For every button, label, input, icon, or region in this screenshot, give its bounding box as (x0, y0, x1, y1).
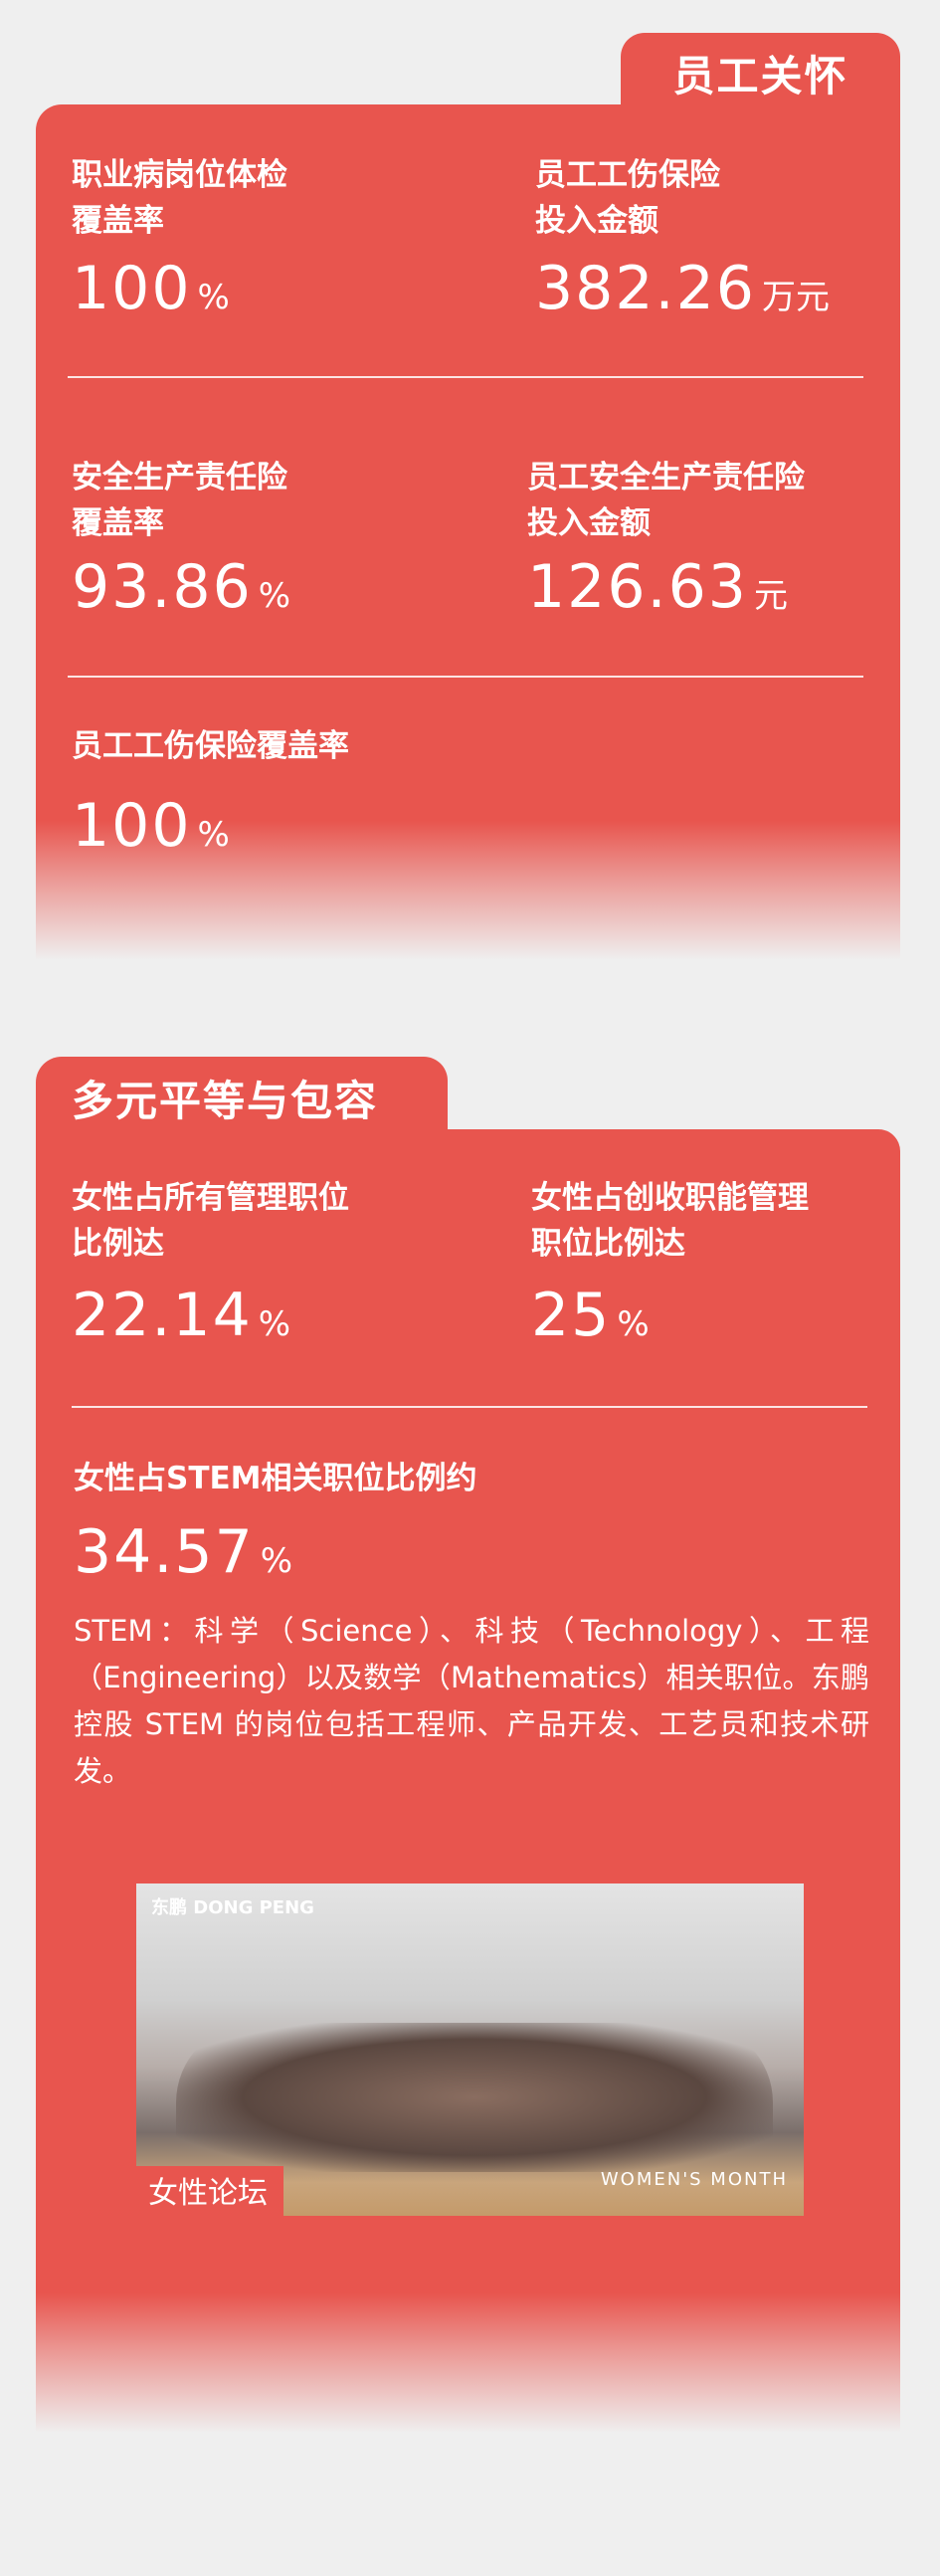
photo-banner: WOMEN'S MONTH (600, 2169, 788, 2190)
section-title: 员工关怀 (672, 51, 848, 100)
divider (72, 1406, 867, 1408)
photo-logo: 东鹏 DONG PENG (151, 1897, 314, 1918)
metric-label: 员工安全生产责任险 投入金额 (527, 460, 805, 541)
employee-care-card: 职业病岗位体检 覆盖率 100% 员工工伤保险 投入金额 382.26 万元 安全生产… (36, 104, 900, 960)
divider (68, 376, 863, 378)
metric-label: 员工工伤保险 投入金额 (535, 157, 720, 239)
section-title: 多元平等与包容 (72, 1076, 379, 1125)
metric-value: 34.57% (74, 1517, 293, 1587)
photo-caption: 女性论坛 (136, 2166, 283, 2216)
stem-note: STEM：科学（Science）、科技（Technology）、工程（Engin… (74, 1614, 869, 1788)
metric-value: 126.63 元 (527, 552, 788, 622)
metric-label: 员工工伤保险覆盖率 (72, 728, 349, 764)
metric-value: 100% (72, 791, 230, 861)
diversity-tab: 多元平等与包容 (36, 1057, 448, 1138)
metric-value: 93.86% (72, 552, 291, 622)
womens-forum-photo: 东鹏 DONG PENG WOMEN'S MONTH 女性论坛 (136, 1883, 804, 2216)
metric-label: 安全生产责任险 覆盖率 (72, 460, 287, 541)
employee-care-tab: 员工关怀 (621, 33, 900, 112)
metric-label: 女性占STEM相关职位比例约 (74, 1461, 477, 1496)
metric-value: 22.14% (72, 1281, 291, 1350)
metric-value: 382.26 万元 (535, 254, 830, 323)
photo-crowd (176, 2023, 773, 2172)
metric-value: 100% (72, 254, 230, 323)
metric-label: 女性占所有管理职位 比例达 (72, 1180, 349, 1262)
metric-label: 职业病岗位体检 覆盖率 (72, 157, 287, 239)
divider (68, 676, 863, 678)
metric-label: 女性占创收职能管理 职位比例达 (531, 1180, 809, 1262)
metric-value: 25% (531, 1281, 650, 1350)
